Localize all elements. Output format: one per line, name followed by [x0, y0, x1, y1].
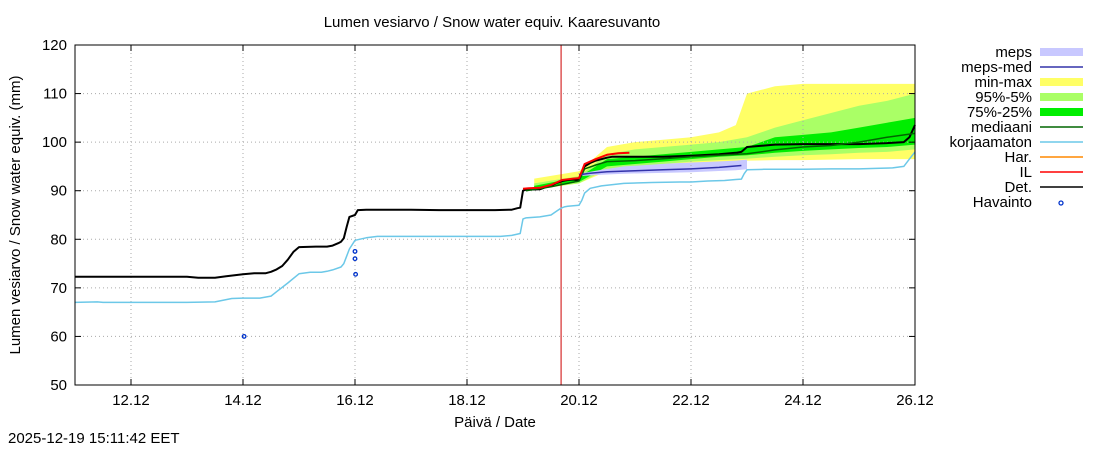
x-tick-label: 26.12 — [896, 392, 934, 409]
x-tick-label: 22.12 — [672, 392, 710, 409]
observation-point — [353, 271, 359, 277]
series-det- — [75, 124, 916, 279]
x-tick-label: 24.12 — [784, 392, 822, 409]
y-tick-label: 110 — [43, 86, 67, 103]
x-tick-label: 14.12 — [224, 392, 262, 409]
x-axis-label: Päivä / Date — [454, 414, 536, 431]
observation-point — [352, 256, 358, 262]
y-tick-label: 120 — [42, 37, 67, 54]
plot-frame — [74, 44, 916, 386]
legend-swatch-meps — [1040, 48, 1083, 56]
legend-swatch-min-max — [1040, 78, 1083, 86]
x-tick-label: 16.12 — [336, 392, 374, 409]
legend-label-95-5: 95%-5% — [975, 89, 1032, 106]
legend-swatch-75-25 — [1040, 108, 1083, 116]
y-tick-label: 70 — [50, 280, 67, 297]
y-tick-label: 80 — [50, 231, 67, 248]
legend-label-havainto: Havainto — [973, 194, 1032, 211]
y-tick-label: 50 — [50, 377, 67, 394]
legend-label-meps-med: meps-med — [961, 59, 1032, 76]
legend-label-det: Det. — [1004, 179, 1032, 196]
legend-label-75-25: 75%-25% — [967, 104, 1032, 121]
legend-label-mediaani: mediaani — [971, 119, 1032, 136]
legend-label-korjaamaton: korjaamaton — [949, 134, 1032, 151]
legend-swatch-95-5 — [1040, 93, 1083, 101]
y-tick-label: 90 — [50, 183, 67, 200]
series-meps-med — [578, 164, 742, 176]
x-tick-label: 20.12 — [560, 392, 598, 409]
observation-point — [241, 333, 247, 339]
y-tick-label: 100 — [42, 134, 67, 151]
series-korjaamaton — [74, 151, 916, 304]
y-axis-label: Lumen vesiarvo / Snow water equiv. (mm) — [7, 76, 24, 355]
y-tick-label: 60 — [50, 328, 67, 345]
series-mediaani — [525, 132, 916, 192]
timestamp: 2025-12-19 15:11:42 EET — [8, 430, 180, 447]
x-tick-label: 18.12 — [448, 392, 486, 409]
chart-title: Lumen vesiarvo / Snow water equiv. Kaare… — [324, 14, 661, 31]
observation-point — [352, 248, 358, 254]
legend-label-meps: meps — [995, 44, 1032, 61]
x-tick-label: 12.12 — [112, 392, 150, 409]
band-95-5- — [534, 93, 915, 189]
series-il — [522, 151, 630, 190]
legend-label-har: Har. — [1004, 149, 1032, 166]
legend-swatch-havainto — [1058, 200, 1064, 206]
legend-label-il: IL — [1019, 164, 1032, 181]
legend-label-min-max: min-max — [974, 74, 1032, 91]
